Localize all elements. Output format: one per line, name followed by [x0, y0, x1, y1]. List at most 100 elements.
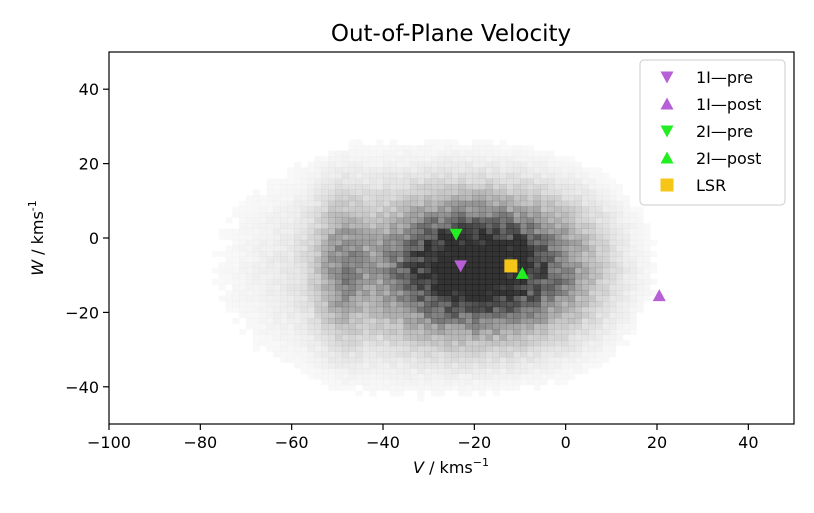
histogram-cell [294, 178, 301, 184]
histogram-cell [410, 385, 417, 391]
histogram-cell [321, 290, 329, 296]
histogram-cell [266, 239, 274, 246]
histogram-cell [362, 239, 370, 246]
histogram-cell [383, 362, 391, 369]
histogram-cell [437, 290, 445, 296]
histogram-cell [615, 278, 624, 285]
histogram-cell [643, 234, 650, 240]
histogram-cell [547, 368, 555, 375]
histogram-cell [369, 362, 377, 369]
histogram-cell [526, 223, 534, 229]
histogram-cell [472, 273, 480, 280]
histogram-cell [574, 189, 582, 196]
histogram-cell [526, 329, 534, 336]
histogram-cell [403, 184, 411, 190]
histogram-cell [567, 239, 576, 246]
histogram-cell [403, 301, 411, 308]
histogram-cell [554, 379, 561, 385]
histogram-cell [287, 295, 295, 302]
histogram-cell [615, 273, 624, 280]
histogram-cell [389, 189, 397, 196]
histogram-cell [307, 228, 315, 235]
histogram-cell [314, 273, 322, 280]
histogram-cell [574, 267, 582, 274]
histogram-cell [581, 228, 589, 235]
histogram-cell [212, 279, 219, 285]
histogram-cell [629, 262, 637, 269]
histogram-cell [581, 200, 589, 207]
legend-marker [660, 178, 674, 192]
histogram-cell [424, 290, 432, 296]
histogram-cell [252, 256, 260, 263]
histogram-cell [444, 184, 452, 190]
histogram-cell [396, 273, 404, 280]
histogram-cell [582, 167, 589, 173]
histogram-cell [300, 290, 308, 296]
histogram-cell [328, 206, 336, 213]
histogram-cell [410, 312, 418, 319]
histogram-cell [602, 211, 610, 218]
histogram-cell [437, 245, 445, 252]
histogram-cell [574, 239, 582, 246]
histogram-cell [595, 334, 603, 341]
histogram-cell [567, 323, 576, 330]
histogram-cell [602, 245, 610, 252]
histogram-cell [314, 184, 322, 190]
histogram-cell [561, 317, 569, 324]
histogram-cell [499, 156, 507, 163]
histogram-cell [424, 256, 432, 263]
histogram-cell [437, 200, 445, 207]
histogram-cell [561, 379, 568, 385]
histogram-cell [328, 295, 336, 302]
histogram-cell [650, 251, 657, 257]
histogram-cell [253, 318, 260, 324]
histogram-cell [293, 334, 302, 341]
histogram-cell [554, 184, 562, 190]
histogram-cell [383, 312, 391, 319]
histogram-cell [369, 217, 377, 224]
histogram-cell [383, 200, 391, 207]
histogram-cell [451, 368, 459, 375]
histogram-cell [485, 150, 493, 157]
histogram-cell [437, 150, 445, 157]
histogram-cell [376, 161, 384, 168]
histogram-cell [328, 273, 336, 280]
y-tick-label: −20 [65, 303, 99, 322]
histogram-cell [465, 368, 473, 375]
histogram-cell [417, 379, 424, 385]
histogram-cell [636, 301, 643, 307]
legend-box [639, 59, 786, 206]
histogram-cell [444, 301, 452, 308]
histogram-cell [561, 228, 569, 235]
histogram-cell [219, 262, 226, 268]
histogram-cell [307, 239, 315, 246]
histogram-cell [574, 357, 582, 363]
histogram-cell [499, 340, 507, 347]
histogram-cell [472, 290, 480, 296]
histogram-cell [362, 211, 370, 218]
histogram-cell [622, 278, 630, 285]
histogram-cell [533, 267, 541, 274]
histogram-cell [430, 368, 439, 375]
histogram-cell [609, 273, 617, 280]
histogram-cell [554, 245, 562, 252]
histogram-cell [239, 223, 246, 229]
histogram-cell [629, 278, 637, 285]
histogram-cell [362, 189, 370, 196]
histogram-cell [492, 167, 500, 174]
histogram-cell [602, 273, 610, 280]
histogram-cell [396, 195, 404, 202]
histogram-cell [410, 245, 418, 252]
histogram-cell [534, 151, 541, 157]
histogram-cell [554, 340, 562, 347]
histogram-cell [485, 167, 493, 174]
histogram-cell [520, 256, 528, 263]
histogram-cell [506, 368, 514, 375]
histogram-cell [403, 228, 411, 235]
histogram-cell [609, 251, 617, 257]
histogram-cell [246, 245, 253, 251]
histogram-cell [396, 161, 404, 168]
legend-marker [660, 151, 674, 164]
histogram-cell [376, 306, 384, 313]
histogram-cell [335, 156, 342, 162]
